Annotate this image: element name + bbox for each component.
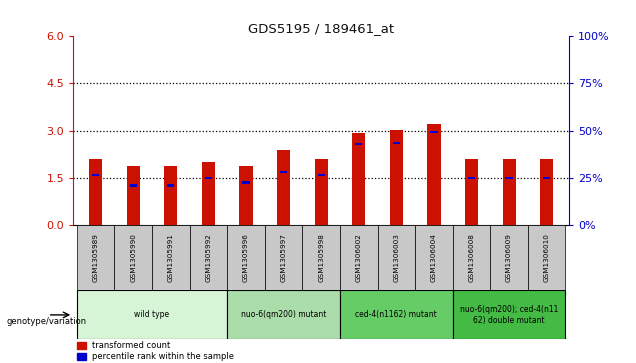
Text: GSM1305997: GSM1305997 (280, 233, 287, 282)
Bar (127, 166, 140, 225)
Bar (543, 177, 550, 179)
Bar (114, 225, 152, 290)
Bar (265, 225, 302, 290)
Bar (77, 290, 227, 339)
Bar (415, 225, 453, 290)
Bar (340, 290, 453, 339)
Text: wild type: wild type (134, 310, 170, 319)
Bar (202, 162, 215, 225)
Bar (392, 142, 400, 144)
Bar (227, 290, 340, 339)
Text: GSM1305992: GSM1305992 (205, 233, 211, 282)
Bar (227, 225, 265, 290)
Bar (315, 159, 328, 225)
Text: GSM1306009: GSM1306009 (506, 233, 512, 282)
Text: GSM1305990: GSM1305990 (130, 233, 136, 282)
Bar (528, 225, 565, 290)
Bar (352, 133, 365, 225)
Text: genotype/variation: genotype/variation (6, 317, 86, 326)
Bar (239, 166, 252, 225)
Text: GSM1306004: GSM1306004 (431, 233, 437, 282)
Bar (317, 174, 325, 176)
Bar (77, 225, 114, 290)
Bar (427, 124, 441, 225)
Text: GSM1305998: GSM1305998 (318, 233, 324, 282)
Bar (167, 184, 174, 187)
Bar (465, 159, 478, 225)
Bar (378, 225, 415, 290)
Title: GDS5195 / 189461_at: GDS5195 / 189461_at (248, 22, 394, 35)
Bar (89, 159, 102, 225)
Bar (92, 174, 99, 176)
Bar (453, 290, 565, 339)
Bar (506, 177, 513, 179)
Text: GSM1306010: GSM1306010 (544, 233, 550, 282)
Bar (355, 143, 363, 145)
Legend: transformed count, percentile rank within the sample: transformed count, percentile rank withi… (78, 341, 234, 362)
Bar (431, 131, 438, 133)
Bar (468, 177, 475, 179)
Bar (490, 225, 528, 290)
Text: GSM1306003: GSM1306003 (393, 233, 399, 282)
Bar (205, 177, 212, 179)
Bar (242, 182, 250, 184)
Bar (390, 130, 403, 225)
Bar (277, 150, 290, 225)
Text: ced-4(n1162) mutant: ced-4(n1162) mutant (356, 310, 437, 319)
Bar (453, 225, 490, 290)
Bar (130, 184, 137, 187)
Bar (302, 225, 340, 290)
Bar (502, 159, 516, 225)
Text: nuo-6(qm200) mutant: nuo-6(qm200) mutant (241, 310, 326, 319)
Text: GSM1305996: GSM1305996 (243, 233, 249, 282)
Text: GSM1305991: GSM1305991 (168, 233, 174, 282)
Text: nuo-6(qm200); ced-4(n11
62) double mutant: nuo-6(qm200); ced-4(n11 62) double mutan… (460, 305, 558, 325)
Text: GSM1306008: GSM1306008 (469, 233, 474, 282)
Bar (152, 225, 190, 290)
Bar (164, 166, 177, 225)
Text: GSM1305989: GSM1305989 (93, 233, 99, 282)
Bar (190, 225, 227, 290)
Bar (340, 225, 378, 290)
Bar (280, 171, 287, 173)
Bar (540, 159, 553, 225)
Text: GSM1306002: GSM1306002 (356, 233, 362, 282)
